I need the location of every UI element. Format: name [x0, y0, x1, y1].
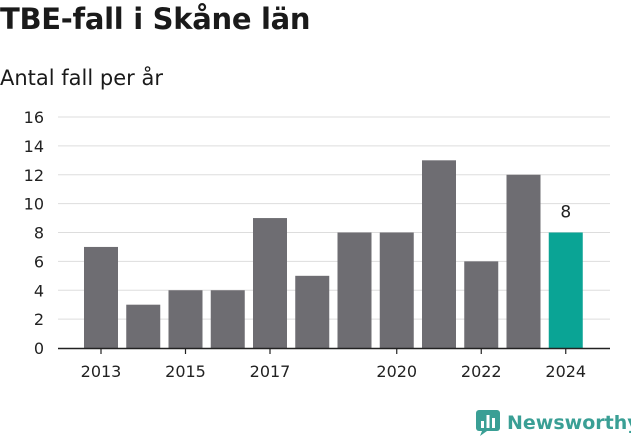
bar-2014 — [126, 304, 161, 348]
newsworthy-logo: Newsworthy — [475, 407, 631, 439]
x-tick-label: 2024 — [545, 362, 586, 381]
bar-2017 — [253, 218, 287, 348]
y-tick-label: 8 — [34, 224, 44, 243]
bars — [84, 160, 583, 348]
y-tick-label: 6 — [34, 252, 44, 271]
x-tick-label: 2020 — [376, 362, 417, 381]
x-tick-label: 2015 — [165, 362, 206, 381]
x-tick-label: 2017 — [250, 362, 291, 381]
bar-2022 — [464, 261, 499, 348]
y-tick-label: 2 — [34, 310, 44, 329]
x-axis-ticks: 2013 2015 2017 2020 2022 2024 — [81, 348, 586, 381]
y-tick-label: 4 — [34, 281, 44, 300]
chart-subtitle: Antal fall per år — [0, 66, 163, 90]
bar-2013 — [84, 246, 118, 348]
y-tick-label: 16 — [24, 108, 44, 127]
brand-name: Newsworthy — [507, 412, 631, 434]
bar-2023 — [506, 174, 541, 348]
x-tick-label: 2022 — [461, 362, 502, 381]
bar-2024 — [548, 232, 583, 348]
y-tick-label: 10 — [24, 195, 44, 214]
bar-2019 — [337, 232, 372, 348]
bar-2020 — [379, 232, 414, 348]
chart-title: TBE-fall i Skåne län — [0, 2, 311, 36]
data-label-2024: 8 — [560, 203, 571, 223]
y-tick-label: 12 — [24, 166, 44, 185]
y-tick-label: 14 — [24, 137, 44, 156]
y-tick-label: 0 — [34, 339, 44, 358]
x-tick-label: 2013 — [81, 362, 122, 381]
newsworthy-chart-icon — [476, 410, 500, 436]
y-axis-ticks: 0 2 4 6 8 10 12 14 16 — [24, 108, 44, 358]
bar-2018 — [295, 275, 330, 348]
bar-2015 — [168, 290, 203, 348]
bar-2016 — [210, 290, 245, 348]
data-labels: 8 — [560, 203, 571, 223]
bar-2021 — [422, 160, 456, 348]
